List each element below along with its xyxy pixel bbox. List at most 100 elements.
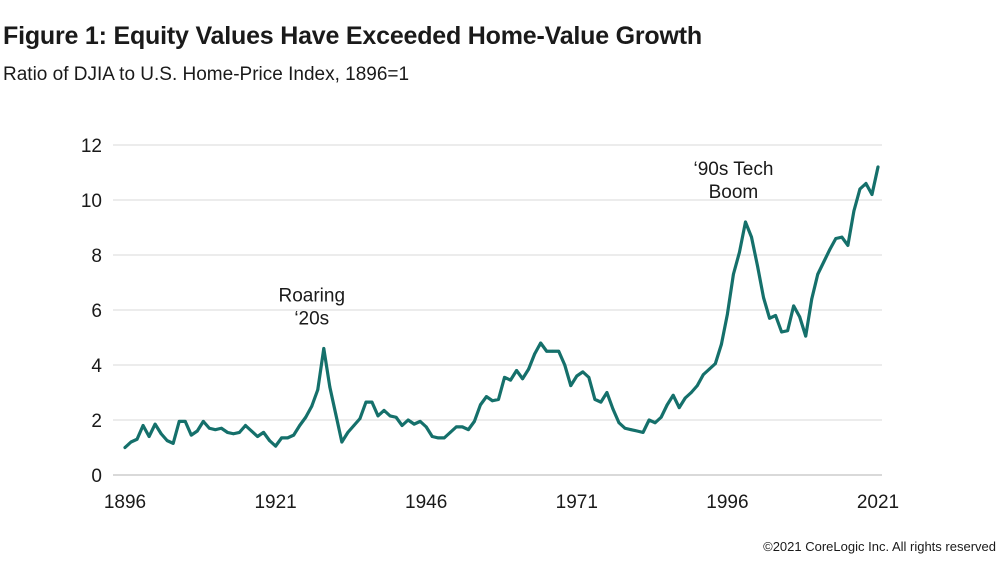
data-point [671,393,675,397]
data-point [298,424,302,427]
data-point [647,418,651,422]
data-point [762,296,765,300]
data-point [201,419,205,423]
data-point [822,260,826,264]
data-point [171,441,175,445]
annotation-label: ‘90s Tech [693,159,773,180]
y-tick-label: 12 [81,136,102,157]
data-point [328,385,332,389]
data-point [334,413,338,416]
data-point [238,430,241,434]
data-point [774,314,777,317]
data-point [605,391,609,394]
data-point [153,422,157,426]
data-point [207,426,211,430]
x-tick-label: 1996 [706,492,748,513]
data-point [689,391,693,394]
data-point [376,414,380,418]
data-point [575,374,579,378]
data-point [322,347,326,350]
data-point [364,400,368,404]
data-point [659,415,663,419]
data-point [533,352,537,356]
data-point [491,399,494,403]
data-point [852,209,856,213]
data-point [515,369,518,372]
data-point [280,436,284,440]
data-point [527,367,531,371]
data-point [189,433,193,437]
data-point [262,430,265,434]
data-point [129,440,133,444]
data-point [707,367,711,371]
data-point [593,397,597,401]
data-point [557,349,561,353]
data-point [599,400,603,404]
data-point [232,432,235,436]
data-point [177,419,181,423]
data-point [497,397,500,401]
series-layer [123,165,880,450]
data-point [213,428,217,432]
data-point [732,272,735,276]
data-point [641,430,645,434]
data-point [804,334,808,338]
data-point [810,297,814,301]
chart-title: Figure 1: Equity Values Have Exceeded Ho… [3,22,702,50]
data-point [135,437,139,441]
data-point [424,425,428,429]
data-point [147,435,151,438]
data-point [141,424,145,427]
data-point [358,417,362,421]
data-point [629,428,633,432]
data-point [219,426,223,430]
data-point [864,182,868,185]
data-point [412,422,416,426]
data-point [472,419,476,423]
data-point [521,377,524,381]
data-point [581,370,585,374]
annotation-label: ‘20s [294,309,329,330]
y-tick-label: 8 [91,246,102,267]
data-point [310,404,314,408]
data-point [683,396,687,400]
y-tick-label: 4 [91,356,102,377]
data-point [569,384,573,388]
data-point [292,433,296,437]
data-point [436,436,440,440]
data-point [665,403,669,407]
annotation-label: Boom [709,182,759,203]
data-point [563,363,567,367]
data-point [738,250,741,254]
data-point [635,429,639,433]
x-tick-label: 1946 [405,492,447,513]
data-point [846,243,850,247]
x-tick-label: 1971 [556,492,598,513]
data-point [316,388,320,392]
data-point [479,403,482,407]
data-point [876,165,880,169]
data-point [701,373,705,377]
y-tick-label: 6 [91,301,102,322]
data-point [448,430,452,434]
data-point [286,436,290,440]
data-point [780,330,784,334]
data-point [406,418,410,422]
data-point [304,415,308,419]
data-point [617,421,621,425]
data-point [539,341,543,345]
data-point [834,237,838,240]
data-point [454,425,458,429]
data-point [816,272,820,276]
data-point [503,375,506,379]
y-axis-ticks: 0 2 4 6 8 10 12 [81,136,103,487]
data-point [346,430,350,434]
data-point [677,406,681,410]
data-point [370,400,374,404]
gridlines [113,144,882,476]
data-point [183,419,187,423]
data-point [388,414,392,418]
data-point [719,342,723,346]
y-tick-label: 2 [91,411,102,432]
data-point [165,439,169,443]
